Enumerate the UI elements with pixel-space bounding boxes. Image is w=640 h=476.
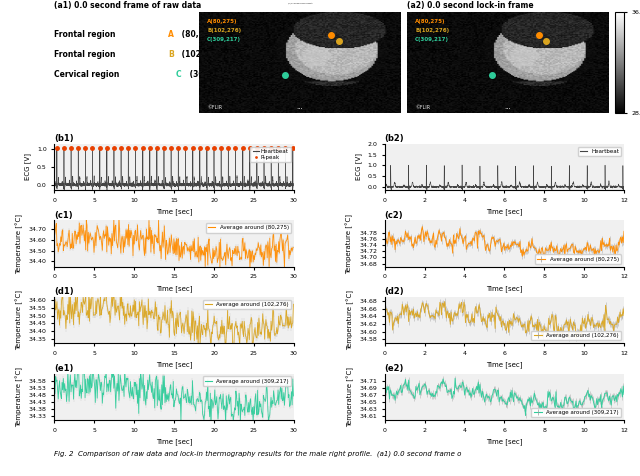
- Y-axis label: Temperature [°C]: Temperature [°C]: [16, 214, 23, 274]
- Legend: Average around (80,275): Average around (80,275): [206, 223, 291, 233]
- Text: (b2): (b2): [385, 134, 404, 143]
- Text: Frontal region: Frontal region: [54, 30, 118, 39]
- Text: Frontal region: Frontal region: [54, 50, 118, 59]
- Y-axis label: ECG [V]: ECG [V]: [355, 153, 362, 180]
- Text: C: C: [176, 70, 182, 79]
- Text: B(102,276): B(102,276): [207, 28, 241, 33]
- Text: (e1): (e1): [54, 364, 74, 373]
- Text: ...: ...: [296, 104, 303, 110]
- Text: (102, 276): (102, 276): [179, 50, 226, 59]
- Legend: Average around (80,275): Average around (80,275): [535, 255, 621, 264]
- Text: (309, 217): (309, 217): [187, 70, 234, 79]
- Text: (c1): (c1): [54, 210, 73, 219]
- X-axis label: Time [sec]: Time [sec]: [486, 361, 523, 368]
- Text: (b1): (b1): [54, 134, 74, 143]
- Text: B(102,276): B(102,276): [415, 28, 449, 33]
- Text: (d1): (d1): [54, 287, 74, 296]
- Text: B: B: [168, 50, 174, 59]
- Legend: Average around (102,276): Average around (102,276): [531, 331, 621, 340]
- Text: A: A: [168, 30, 174, 39]
- Text: Fig. 2  Comparison of raw data and lock-in thermography results for the male rig: Fig. 2 Comparison of raw data and lock-i…: [54, 450, 462, 457]
- Text: ©FLIR: ©FLIR: [415, 105, 430, 110]
- Text: (c2): (c2): [385, 210, 403, 219]
- Legend: Average around (309,217): Average around (309,217): [203, 377, 291, 386]
- X-axis label: Time [sec]: Time [sec]: [156, 438, 192, 445]
- Text: C(309,217): C(309,217): [207, 38, 241, 42]
- Y-axis label: Temperature [°C]: Temperature [°C]: [16, 367, 23, 426]
- X-axis label: Time [sec]: Time [sec]: [156, 208, 192, 215]
- Text: C(309,217): C(309,217): [415, 38, 449, 42]
- X-axis label: Time [sec]: Time [sec]: [486, 208, 523, 215]
- X-axis label: Time [sec]: Time [sec]: [486, 438, 523, 445]
- Text: (80, 275): (80, 275): [179, 30, 221, 39]
- Text: (a2) 0.0 second lock-in frame: (a2) 0.0 second lock-in frame: [407, 1, 534, 10]
- Legend: Heartbeat: Heartbeat: [578, 147, 621, 156]
- X-axis label: Time [sec]: Time [sec]: [156, 361, 192, 368]
- Text: ...: ...: [504, 104, 511, 110]
- Legend: Heartbeat, R-peak: Heartbeat, R-peak: [250, 147, 291, 162]
- Text: Cervical region: Cervical region: [54, 70, 122, 79]
- Text: (a1) 0.0 second frame of raw data: (a1) 0.0 second frame of raw data: [54, 1, 202, 10]
- X-axis label: Time [sec]: Time [sec]: [486, 285, 523, 292]
- Y-axis label: Temperature [°C]: Temperature [°C]: [16, 290, 23, 350]
- Y-axis label: Temperature [°C]: Temperature [°C]: [346, 290, 354, 350]
- Text: (e2): (e2): [385, 364, 404, 373]
- Y-axis label: Temperature [°C]: Temperature [°C]: [346, 367, 354, 426]
- Text: A(80,275): A(80,275): [415, 19, 445, 24]
- Text: A(80,275): A(80,275): [207, 19, 237, 24]
- Text: (d2): (d2): [385, 287, 404, 296]
- Legend: Average around (102,276): Average around (102,276): [203, 300, 291, 309]
- Y-axis label: Temperature [°C]: Temperature [°C]: [346, 214, 353, 274]
- X-axis label: Time [sec]: Time [sec]: [156, 285, 192, 292]
- Legend: Average around (309,217): Average around (309,217): [531, 407, 621, 417]
- Text: ©FLIR: ©FLIR: [207, 105, 222, 110]
- Y-axis label: ECG [V]: ECG [V]: [25, 153, 31, 180]
- Title: (a1) 0.0 second frame of raw data: (a1) 0.0 second frame of raw data: [288, 2, 312, 4]
